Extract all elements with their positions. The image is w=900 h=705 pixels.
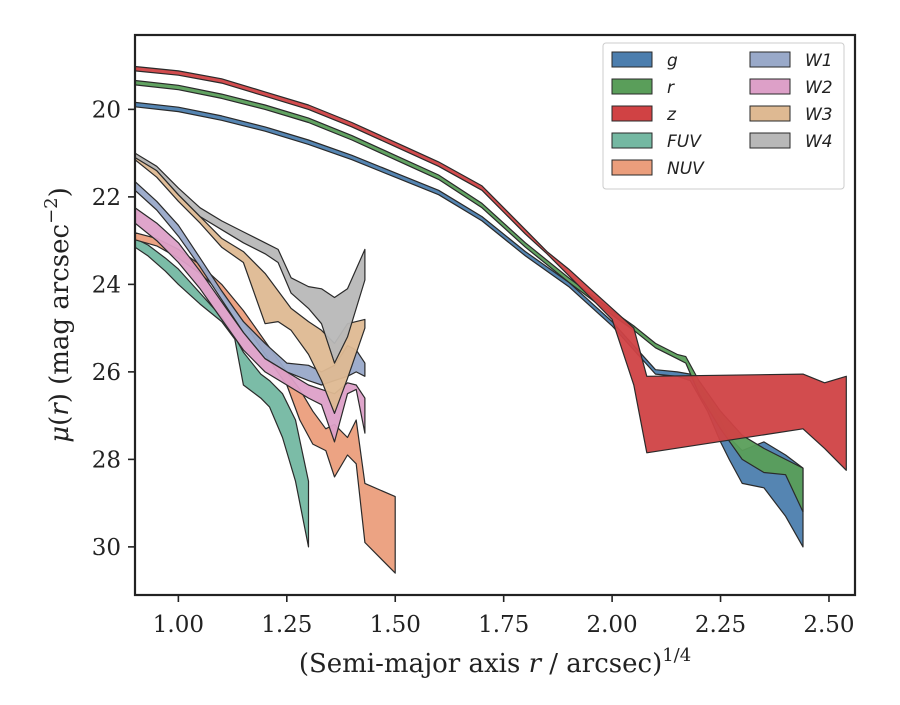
plot-area [135, 65, 847, 574]
y-axis: 20 22 24 26 28 30 [92, 97, 135, 561]
y-tick-label: 22 [92, 185, 121, 211]
legend-label-g: g [667, 51, 678, 71]
legend-swatch-r [611, 78, 653, 95]
x-tick-label: 2.50 [803, 612, 854, 638]
y-tick-label: 26 [92, 360, 121, 386]
band-r [135, 79, 804, 513]
legend-swatch-z [611, 105, 653, 122]
y-tick-label: 20 [92, 97, 121, 123]
legend: grz FUV NUV W1 W2 W3 W4 [602, 42, 845, 190]
band-g [135, 101, 804, 548]
y-axis-label: μ(r) (mag arcsec−2) [41, 187, 75, 443]
legend-swatch-w2 [749, 78, 791, 95]
legend-label-fuv: FUV [667, 132, 702, 152]
legend-label-nuv: NUV [667, 159, 705, 179]
legend-label-w2: W2 [805, 78, 833, 98]
legend-swatch-nuv [611, 159, 653, 176]
band-w4 [135, 152, 366, 364]
x-tick-label: 2.25 [695, 612, 746, 638]
legend-label-r: r [667, 78, 675, 98]
legend-label-w3: W3 [805, 105, 833, 125]
legend-swatch-w4 [749, 132, 791, 149]
legend-label-z: z [666, 105, 677, 125]
band-w3 [135, 152, 366, 414]
x-tick-label: 2.00 [586, 612, 637, 638]
legend-swatch-g [611, 51, 653, 68]
y-tick-label: 30 [92, 535, 121, 561]
y-tick-label: 28 [92, 447, 121, 473]
legend-swatch-w1 [749, 51, 791, 68]
band-w2 [135, 207, 366, 443]
legend-label-w1: W1 [805, 51, 833, 71]
legend-swatch-fuv [611, 132, 653, 149]
x-tick-label: 1.50 [370, 612, 421, 638]
band-z [135, 65, 847, 471]
legend-label-w4: W4 [805, 132, 833, 152]
plot-frame [133, 33, 857, 597]
x-axis: 1.00 1.25 1.50 1.75 2.00 2.25 2.50 [153, 595, 855, 638]
x-tick-label: 1.00 [153, 612, 204, 638]
y-tick-label: 24 [92, 272, 121, 298]
legend-swatch-w3 [749, 105, 791, 122]
band-fuv [135, 237, 310, 548]
x-tick-label: 1.75 [478, 612, 529, 638]
x-axis-label: (Semi-major axis r / arcsec)1/4 [299, 645, 691, 679]
x-tick-label: 1.25 [261, 612, 312, 638]
